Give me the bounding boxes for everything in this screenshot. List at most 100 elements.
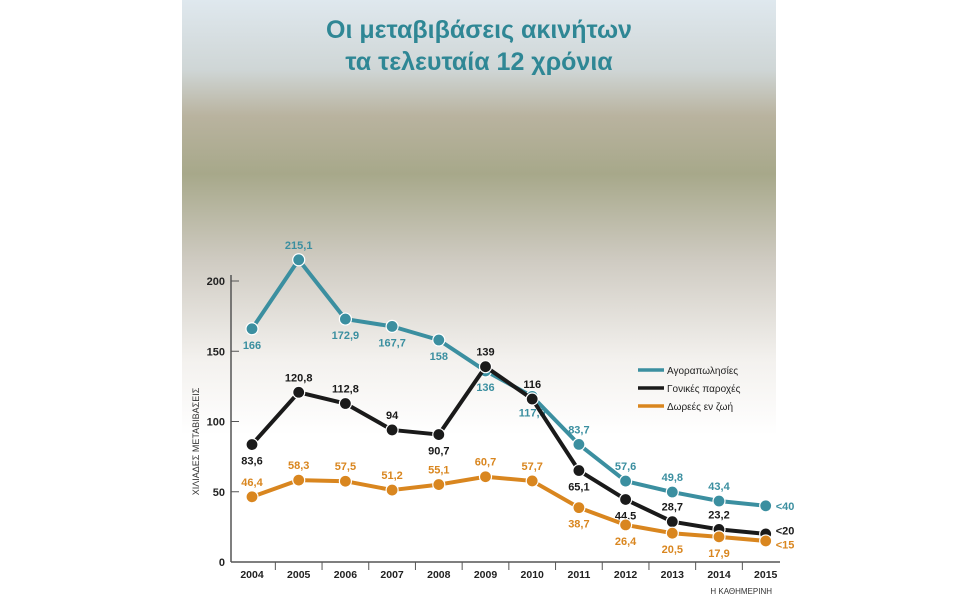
data-point <box>759 499 773 513</box>
data-point <box>478 360 493 374</box>
x-tick-label: 2013 <box>661 569 685 581</box>
data-label: 57,5 <box>335 461 356 473</box>
data-label: 167,7 <box>378 337 406 349</box>
data-label: 23,2 <box>708 509 729 521</box>
data-label: 116 <box>523 379 541 391</box>
data-point <box>525 392 539 406</box>
data-label: 90,7 <box>428 446 449 458</box>
data-label: 57,7 <box>521 461 542 473</box>
data-point <box>432 333 446 347</box>
x-tick-label: 2004 <box>240 569 264 581</box>
chart-title-line2: τα τελευταία 12 χρόνια <box>345 48 613 76</box>
credit: Η ΚΑΘΗΜΕΡΙΝΗ <box>710 587 772 596</box>
data-label: 120,8 <box>285 372 313 384</box>
series-1: 83,6 120,8 112,8 94 90,7 139 116 65,1 44,5 28,7 23… <box>241 347 795 541</box>
data-point <box>665 485 679 499</box>
legend-item: Αγοραπωλησίες <box>638 365 738 377</box>
legend-item: Γονικές παροχές <box>638 383 741 395</box>
data-label: 83,7 <box>568 424 589 436</box>
x-tick-label: 2007 <box>380 569 404 581</box>
data-label: 49,8 <box>662 472 683 484</box>
y-tick-label: 100 <box>207 417 225 429</box>
data-point <box>245 437 259 452</box>
data-point <box>618 474 633 488</box>
data-label: <20 <box>776 525 795 537</box>
data-label: 139 <box>476 347 494 359</box>
data-point <box>525 474 539 488</box>
legend-label: Γονικές παροχές <box>667 383 741 395</box>
data-label: 58,3 <box>288 460 309 472</box>
series-line <box>251 474 766 543</box>
data-point <box>338 312 352 326</box>
data-point <box>665 515 679 529</box>
data-point <box>245 322 259 336</box>
data-point <box>292 473 306 487</box>
legend-item: Δωρεές εν ζωή <box>638 401 733 413</box>
data-point <box>432 427 446 442</box>
data-label: 60,7 <box>475 457 496 469</box>
series-line <box>250 364 766 536</box>
x-tick-label: 2012 <box>614 569 638 581</box>
y-tick-label: 150 <box>207 346 225 358</box>
data-point <box>572 501 586 515</box>
data-label: 94 <box>386 410 399 422</box>
data-label: 215,1 <box>285 240 313 252</box>
data-point <box>665 526 679 540</box>
data-label: 55,1 <box>428 465 449 477</box>
data-point <box>759 534 773 548</box>
x-tick-label: 2010 <box>521 569 545 581</box>
x-tick-label: 2006 <box>334 569 358 581</box>
data-label: 158 <box>430 351 448 363</box>
data-point <box>712 530 726 544</box>
data-label: <40 <box>776 501 795 513</box>
x-tick-label: 2015 <box>754 569 778 581</box>
data-point <box>338 396 352 411</box>
data-point <box>292 253 306 267</box>
data-point <box>618 492 633 507</box>
data-label: 46,4 <box>241 477 263 489</box>
data-label: 65,1 <box>568 482 589 494</box>
data-label: 57,6 <box>615 461 636 473</box>
data-label: 172,9 <box>332 330 360 342</box>
x-tick-label: 2008 <box>427 569 451 581</box>
data-label: 20,5 <box>662 544 683 556</box>
data-label: 26,4 <box>615 536 637 548</box>
data-label: 38,7 <box>568 519 589 531</box>
data-point <box>478 470 493 484</box>
data-point <box>618 518 633 532</box>
data-label: 166 <box>243 340 261 352</box>
data-label: 83,6 <box>241 456 262 468</box>
data-point <box>572 463 586 478</box>
data-label: 112,8 <box>332 384 359 396</box>
data-point <box>432 477 446 492</box>
data-point <box>712 494 726 508</box>
data-point <box>292 385 306 399</box>
background-photo <box>182 0 776 580</box>
data-point <box>338 474 352 488</box>
data-point <box>572 437 586 452</box>
data-point <box>385 319 399 333</box>
data-label: 17,9 <box>708 548 729 560</box>
y-axis-label: ΧΙΛΙΑΔΕΣ ΜΕΤΑΒΙΒΑΣΕΙΣ <box>191 387 201 495</box>
data-label: <15 <box>776 539 795 551</box>
y-tick-label: 0 <box>219 557 225 569</box>
data-label: 43,4 <box>708 481 730 493</box>
series-2: 46,4 58,3 57,5 51,2 55,1 60,7 57,7 38,7 26,4 20,5… <box>241 457 794 560</box>
chart-title-line1: Οι μεταβιβάσεις ακινήτων <box>326 16 632 44</box>
x-tick-label: 2011 <box>568 569 591 581</box>
data-label: 136 <box>476 382 494 394</box>
legend-label: Αγοραπωλησίες <box>667 365 738 377</box>
data-point <box>245 490 259 504</box>
y-tick-label: 50 <box>213 487 225 499</box>
x-tick-label: 2009 <box>474 569 498 581</box>
data-point <box>385 483 399 497</box>
data-label: 51,2 <box>381 470 402 482</box>
legend-label: Δωρεές εν ζωή <box>667 401 733 413</box>
data-point <box>385 423 399 437</box>
y-tick-label: 200 <box>207 276 225 288</box>
data-label: 44,5 <box>615 510 636 522</box>
data-label: 28,7 <box>662 502 683 514</box>
x-tick-label: 2014 <box>707 569 731 581</box>
x-tick-label: 2005 <box>287 569 311 581</box>
